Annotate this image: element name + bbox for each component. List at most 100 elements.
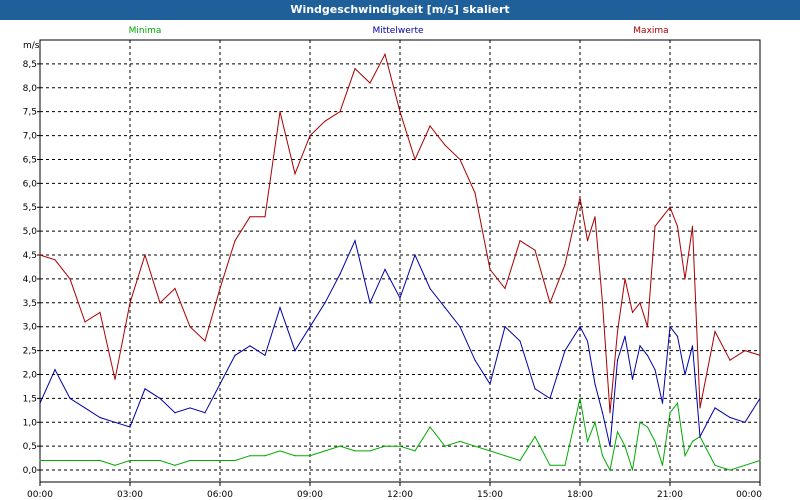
data-point-mittelwerte	[662, 403, 663, 404]
y-tick-label: 5,5	[23, 203, 37, 213]
data-point-minima	[729, 469, 730, 470]
data-point-maxima	[729, 360, 730, 361]
data-point-minima	[369, 450, 370, 451]
y-tick-label: 8,5	[23, 60, 37, 70]
data-point-maxima	[744, 350, 745, 351]
data-point-maxima	[647, 326, 648, 327]
data-point-mittelwerte	[594, 383, 595, 384]
data-point-minima	[39, 460, 40, 461]
data-point-minima	[579, 398, 580, 399]
x-tick-time: 03:00	[117, 490, 143, 500]
data-point-maxima	[602, 302, 603, 303]
data-point-maxima	[234, 240, 235, 241]
x-tick-time: 18:00	[567, 490, 593, 500]
data-point-mittelwerte	[609, 446, 610, 447]
data-point-maxima	[699, 407, 700, 408]
legend-entry-minima: Minima	[129, 26, 162, 36]
data-point-maxima	[429, 125, 430, 126]
data-point-minima	[647, 426, 648, 427]
data-point-minima	[759, 460, 760, 461]
data-point-mittelwerte	[69, 398, 70, 399]
data-point-minima	[309, 455, 310, 456]
data-point-minima	[609, 469, 610, 470]
data-point-minima	[84, 460, 85, 461]
data-point-minima	[399, 446, 400, 447]
data-point-mittelwerte	[647, 355, 648, 356]
x-tick-time: 00:00	[27, 490, 53, 500]
data-point-maxima	[219, 288, 220, 289]
data-point-mittelwerte	[444, 307, 445, 308]
y-axis-label: m/s	[23, 41, 40, 51]
y-tick-label: 0,5	[23, 442, 37, 452]
data-point-mittelwerte	[617, 360, 618, 361]
data-point-minima	[204, 460, 205, 461]
y-tick-label: 6,0	[23, 179, 38, 189]
data-point-maxima	[399, 111, 400, 112]
data-point-minima	[234, 460, 235, 461]
data-point-mittelwerte	[744, 422, 745, 423]
data-point-mittelwerte	[534, 388, 535, 389]
data-point-maxima	[159, 302, 160, 303]
data-point-maxima	[474, 192, 475, 193]
data-point-minima	[632, 469, 633, 470]
window-title: Windgeschwindigkeit [m/s] skaliert	[0, 0, 800, 20]
y-tick-label: 2,0	[23, 370, 38, 380]
x-tick-time: 00:00	[736, 490, 762, 500]
data-point-minima	[677, 403, 678, 404]
data-point-minima	[459, 441, 460, 442]
data-point-maxima	[594, 216, 595, 217]
data-point-minima	[384, 446, 385, 447]
data-point-minima	[444, 446, 445, 447]
data-point-minima	[414, 450, 415, 451]
data-point-minima	[144, 460, 145, 461]
data-point-minima	[692, 441, 693, 442]
data-point-mittelwerte	[54, 369, 55, 370]
data-point-maxima	[519, 240, 520, 241]
data-point-minima	[504, 455, 505, 456]
data-point-maxima	[84, 321, 85, 322]
data-point-minima	[662, 465, 663, 466]
data-point-minima	[669, 412, 670, 413]
data-point-minima	[324, 450, 325, 451]
data-point-maxima	[39, 254, 40, 255]
data-point-mittelwerte	[39, 403, 40, 404]
data-point-minima	[189, 460, 190, 461]
data-point-maxima	[309, 135, 310, 136]
data-point-maxima	[654, 226, 655, 227]
data-point-maxima	[489, 269, 490, 270]
x-tick-time: 09:00	[297, 490, 323, 500]
data-point-mittelwerte	[632, 379, 633, 380]
data-point-minima	[264, 455, 265, 456]
data-point-maxima	[189, 326, 190, 327]
data-point-minima	[294, 455, 295, 456]
data-point-minima	[654, 441, 655, 442]
data-point-maxima	[632, 312, 633, 313]
y-tick-label: 6,5	[23, 155, 37, 165]
data-point-mittelwerte	[249, 345, 250, 346]
data-point-minima	[429, 426, 430, 427]
y-tick-label: 4,0	[23, 275, 38, 285]
data-point-mittelwerte	[602, 412, 603, 413]
data-point-mittelwerte	[234, 355, 235, 356]
data-point-maxima	[759, 355, 760, 356]
data-point-minima	[624, 446, 625, 447]
data-point-minima	[354, 450, 355, 451]
data-point-maxima	[624, 278, 625, 279]
data-point-mittelwerte	[639, 345, 640, 346]
data-point-mittelwerte	[354, 240, 355, 241]
data-point-maxima	[99, 312, 100, 313]
data-point-mittelwerte	[669, 326, 670, 327]
data-point-maxima	[264, 216, 265, 217]
y-tick-label: 2,5	[23, 347, 37, 357]
data-point-minima	[159, 460, 160, 461]
data-point-maxima	[294, 173, 295, 174]
data-point-minima	[249, 455, 250, 456]
y-tick-label: 7,5	[23, 108, 37, 118]
data-point-mittelwerte	[504, 326, 505, 327]
data-point-mittelwerte	[159, 398, 160, 399]
y-tick-label: 1,5	[23, 394, 37, 404]
data-point-minima	[114, 465, 115, 466]
data-point-minima	[279, 450, 280, 451]
data-point-mittelwerte	[624, 336, 625, 337]
data-point-minima	[587, 441, 588, 442]
